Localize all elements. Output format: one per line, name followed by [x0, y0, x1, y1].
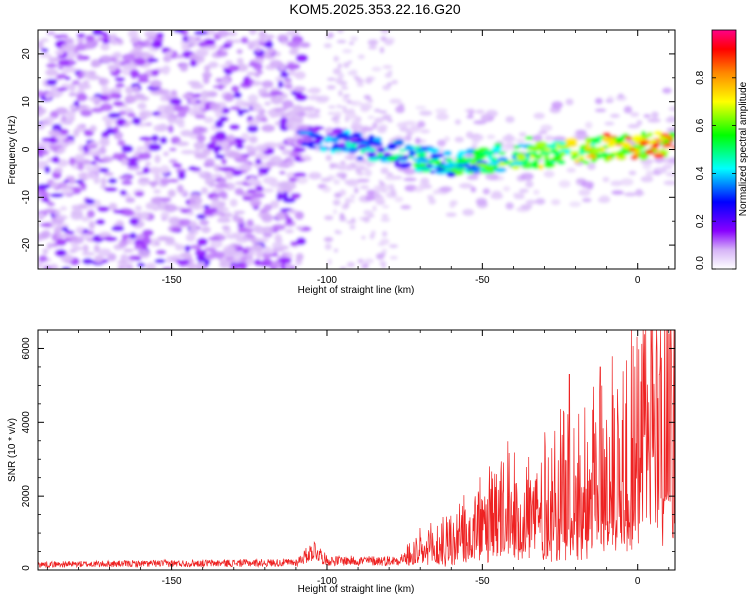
figure-title: KOM5.2025.353.22.16.G20 [289, 1, 460, 17]
spectrogram-y-tick-label: 0 [21, 146, 32, 152]
spectrogram-y-tick-label: -10 [21, 190, 32, 205]
colorbar-tick-label: 0.4 [695, 166, 706, 180]
colorbar: 0.0 0.2 0.4 0.6 0.8 Normalized spectral ampl… [695, 29, 749, 270]
snr-x-axis-title: Height of straight line (km) [298, 584, 415, 595]
snr-panel: -150 -100 -50 0 0 2000 4000 6000 Height of stra… [7, 329, 676, 595]
snr-y-axis-title: SNR (10 * v/v) [7, 418, 18, 482]
spectrogram-x-tick-label: -150 [162, 275, 182, 286]
snr-y-tick-label: 6000 [21, 337, 32, 360]
colorbar-gradient [712, 30, 736, 269]
spectrogram-image [38, 30, 675, 269]
spectrogram-x-tick-label: -100 [317, 275, 337, 286]
spectrogram-y-axis-title: Frequency (Hz) [7, 116, 18, 185]
snr-y-tick-label: 4000 [21, 411, 32, 434]
spectrogram-x-tick-label: 0 [635, 275, 641, 286]
colorbar-tick-label: 0.8 [695, 70, 706, 84]
snr-x-tick-label: -150 [162, 576, 182, 587]
spectrogram-x-axis-title: Height of straight line (km) [298, 285, 415, 296]
colorbar-tick-label: 0.6 [695, 118, 706, 132]
snr-x-tick-label: 0 [635, 576, 641, 587]
snr-x-tick-label: -50 [475, 576, 490, 587]
snr-series-line [38, 330, 675, 569]
spectrogram-y-tick-label: 10 [21, 96, 32, 108]
snr-x-tick-label: -100 [317, 576, 337, 587]
spectrogram-x-tick-label: -50 [475, 275, 490, 286]
snr-frame [37, 329, 676, 571]
spectrogram-y-tick-label: -20 [21, 237, 32, 252]
spectrogram-y-tick-label: 20 [21, 48, 32, 60]
colorbar-frame [711, 29, 737, 270]
colorbar-label: Normalized spectral amplitude [738, 81, 749, 216]
colorbar-tick-label: 0.0 [695, 256, 706, 270]
snr-y-tick-label: 2000 [21, 485, 32, 508]
colorbar-tick-label: 0.2 [695, 214, 706, 228]
snr-y-tick-label: 0 [21, 565, 32, 571]
